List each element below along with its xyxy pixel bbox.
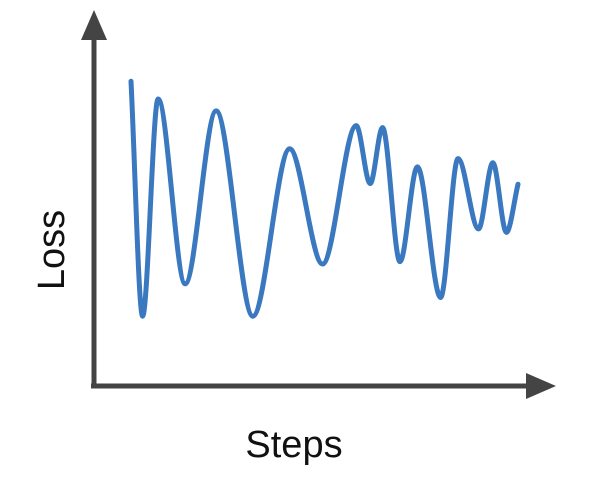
y-axis-label: Loss [31, 210, 73, 290]
axes [81, 10, 556, 399]
y-axis-arrowhead [81, 10, 107, 40]
loss-series-line [128, 78, 521, 319]
series-layer [128, 78, 521, 319]
x-axis-arrowhead [526, 373, 556, 399]
x-axis-label: Steps [245, 424, 342, 466]
